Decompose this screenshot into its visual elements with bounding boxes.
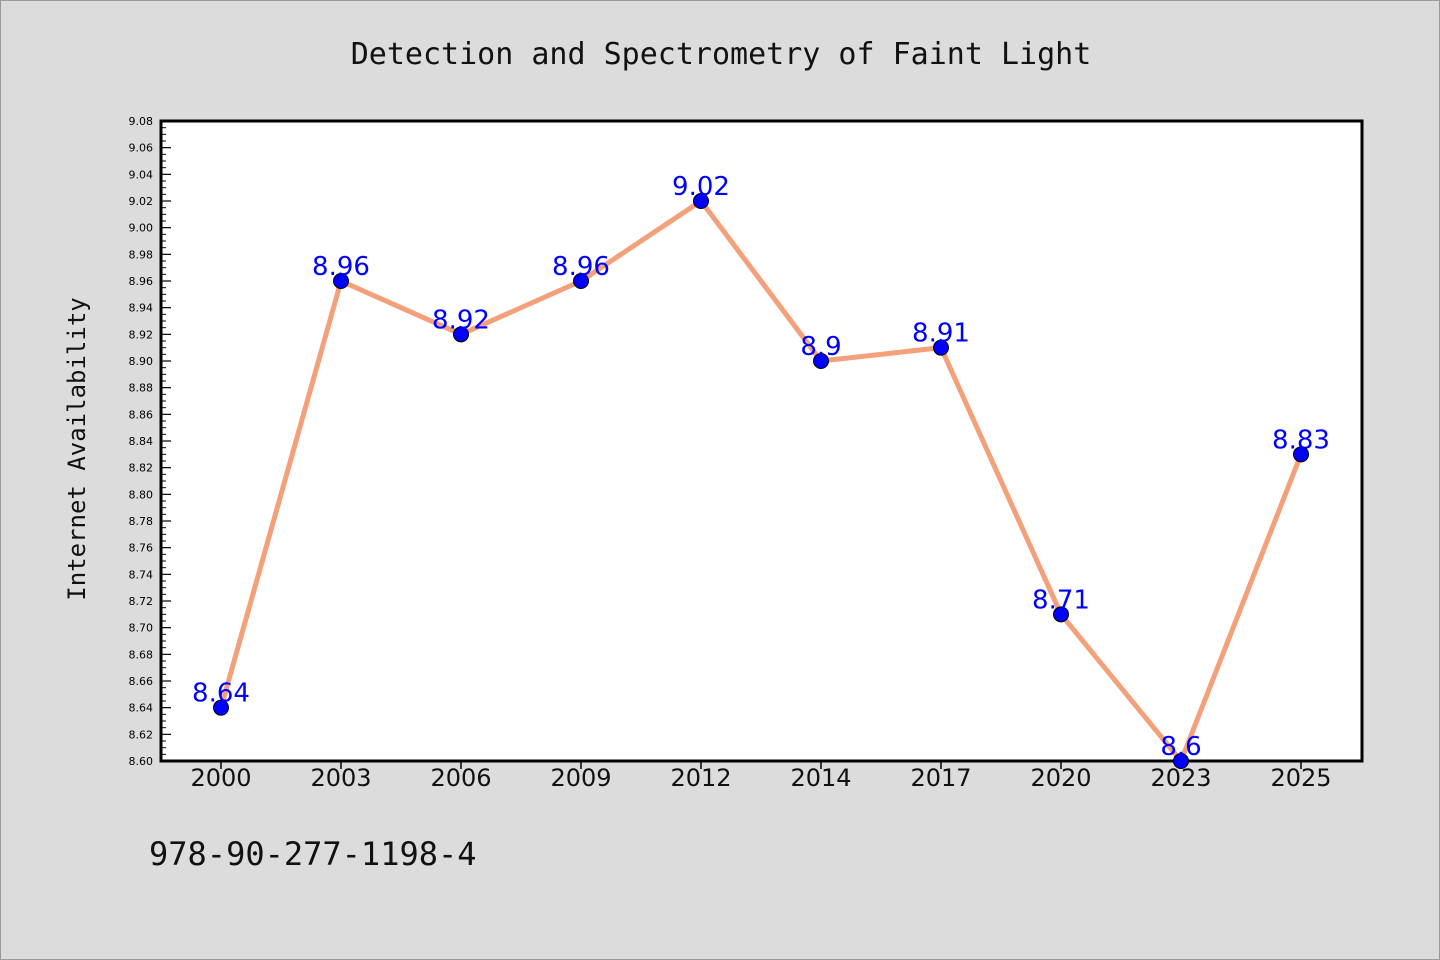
data-point-marker	[693, 193, 709, 209]
data-point-marker	[453, 326, 469, 343]
data-point-labels: 8.64 8.96 8.92 8.96 9.02 8.9 8.91 8.71 8.6 8.83	[192, 172, 1330, 762]
y-tick-label: 8.94	[129, 302, 154, 315]
y-tick-label: 8.84	[129, 435, 154, 448]
y-tick-label: 8.60	[129, 755, 154, 768]
data-point-label: 8.91	[912, 319, 970, 349]
y-tick-label: 8.66	[129, 675, 154, 688]
y-tick-label: 8.90	[129, 355, 154, 368]
data-point-label: 8.6	[1160, 732, 1201, 762]
chart-title: Detection and Spectrometry of Faint Ligh…	[351, 37, 1092, 72]
y-tick-label: 8.72	[129, 595, 154, 608]
y-tick-label: 8.86	[129, 408, 154, 421]
x-tick-label: 2000	[190, 764, 251, 792]
x-tick-label: 2025	[1270, 764, 1331, 792]
y-tick-label: 9.08	[129, 115, 154, 128]
data-point-marker	[933, 339, 949, 356]
x-tick-label: 2014	[790, 764, 851, 792]
y-tick-label: 8.76	[129, 542, 154, 555]
y-tick-label: 9.06	[129, 142, 154, 155]
data-point-label: 8.92	[432, 305, 490, 335]
y-tick-label: 8.74	[129, 568, 154, 581]
y-axis-label: Internet Availability	[63, 297, 91, 600]
y-tick-label: 8.98	[129, 248, 154, 261]
footer-isbn-text: 978-90-277-1198-4	[149, 835, 477, 873]
y-tick-label: 9.04	[129, 168, 154, 181]
data-point-marker	[333, 273, 349, 289]
plot-area	[159, 119, 1364, 763]
data-point-label: 8.64	[192, 679, 250, 709]
data-point-label: 8.71	[1032, 585, 1090, 615]
data-point-label: 9.02	[672, 172, 730, 202]
x-tick-label: 2020	[1030, 764, 1091, 792]
y-tick-label: 8.70	[129, 622, 154, 635]
data-point-label: 8.96	[552, 252, 610, 282]
data-point-markers	[213, 193, 1309, 769]
y-tick-label: 8.92	[129, 328, 154, 341]
y-tick-label: 8.78	[129, 515, 154, 528]
series-line	[218, 198, 1304, 764]
y-tick-label: 8.62	[129, 728, 154, 741]
x-axis-ticks: 2000 2003 2006 2009 2012 2014 2017 2020 2023 2025	[190, 761, 1332, 792]
x-tick-label: 2009	[550, 764, 611, 792]
x-tick-label: 2006	[430, 764, 491, 792]
data-point-label: 8.83	[1272, 425, 1330, 455]
data-point-marker	[1173, 753, 1189, 769]
data-point-marker	[1293, 446, 1309, 463]
y-tick-label: 8.82	[129, 462, 154, 475]
y-tick-label: 9.00	[129, 222, 154, 235]
y-tick-label: 8.96	[129, 275, 154, 288]
y-tick-label: 8.68	[129, 648, 154, 661]
y-tick-label: 8.80	[129, 488, 154, 501]
x-tick-label: 2012	[670, 764, 731, 792]
data-point-label: 8.9	[800, 332, 841, 362]
data-point-label: 8.96	[312, 252, 370, 282]
data-point-marker	[1053, 606, 1069, 623]
y-tick-label: 9.02	[129, 195, 154, 208]
x-tick-label: 2017	[910, 764, 971, 792]
x-tick-label: 2003	[310, 764, 371, 792]
y-tick-label: 8.64	[129, 702, 154, 715]
data-point-marker	[813, 353, 829, 369]
data-point-marker	[573, 273, 589, 289]
y-tick-label: 8.88	[129, 382, 154, 395]
y-axis-ticks: 8.60 8.62 8.64 8.66 8.68 8.70 8.72 8.74 8.76 8.78…	[129, 115, 171, 768]
data-point-marker	[213, 699, 229, 716]
